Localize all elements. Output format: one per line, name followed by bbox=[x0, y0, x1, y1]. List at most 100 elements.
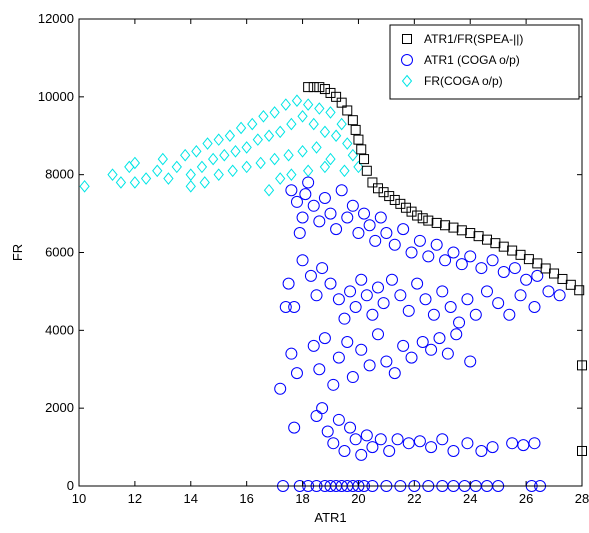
data-point-circle bbox=[335, 184, 348, 197]
data-point-circle bbox=[380, 355, 393, 368]
data-point-square bbox=[350, 124, 361, 135]
data-point-square bbox=[389, 194, 400, 205]
data-point-circle bbox=[413, 234, 426, 247]
data-point-square bbox=[549, 268, 560, 279]
data-point-diamond bbox=[342, 137, 353, 150]
data-point-diamond bbox=[319, 125, 331, 139]
data-point-circle bbox=[296, 211, 309, 224]
data-point-square bbox=[367, 177, 378, 188]
legend-marker-diamond bbox=[401, 74, 413, 88]
data-point-diamond bbox=[275, 125, 286, 139]
data-point-circle bbox=[355, 343, 368, 356]
legend-label: ATR1/FR(SPEA-||) bbox=[424, 32, 523, 46]
data-point-diamond bbox=[140, 172, 152, 185]
data-point-diamond bbox=[325, 106, 336, 119]
data-point-diamond bbox=[107, 168, 118, 181]
data-point-circle bbox=[288, 300, 301, 313]
data-point-circle bbox=[464, 355, 477, 368]
data-point-circle bbox=[316, 402, 329, 415]
legend-label: FR(COGA o/p) bbox=[424, 74, 503, 88]
data-point-diamond bbox=[213, 133, 224, 146]
data-point-diamond bbox=[325, 152, 336, 166]
data-point-circle bbox=[402, 437, 415, 450]
data-point-circle bbox=[327, 378, 340, 391]
data-point-diamond bbox=[283, 148, 294, 162]
data-point-diamond bbox=[330, 129, 342, 143]
data-point-square bbox=[359, 154, 370, 165]
data-point-square bbox=[342, 105, 353, 116]
data-point-circle bbox=[296, 254, 309, 267]
data-point-diamond bbox=[199, 176, 210, 189]
data-point-circle bbox=[290, 195, 303, 208]
data-point-circle bbox=[469, 308, 482, 321]
data-point-diamond bbox=[308, 117, 319, 131]
data-point-diamond bbox=[202, 137, 213, 150]
data-point-diamond bbox=[79, 180, 90, 193]
data-point-circle bbox=[310, 409, 323, 422]
data-point-circle bbox=[358, 207, 371, 220]
data-point-square bbox=[384, 191, 395, 202]
data-point-diamond bbox=[314, 102, 325, 115]
data-point-square bbox=[319, 84, 330, 95]
data-point-circle bbox=[285, 184, 298, 197]
data-point-circle bbox=[332, 293, 345, 306]
data-point-circle bbox=[402, 304, 415, 317]
data-point-circle bbox=[282, 277, 295, 290]
data-point-diamond bbox=[263, 129, 275, 143]
data-point-circle bbox=[352, 227, 365, 240]
data-point-circle bbox=[383, 444, 396, 457]
series-circle-group bbox=[274, 176, 566, 492]
data-point-circle bbox=[441, 347, 454, 360]
data-point-diamond bbox=[319, 160, 331, 174]
data-point-circle bbox=[369, 234, 382, 247]
data-point-diamond bbox=[269, 152, 280, 166]
data-point-circle bbox=[497, 265, 510, 278]
data-point-circle bbox=[372, 281, 385, 294]
data-point-circle bbox=[397, 339, 410, 352]
data-point-circle bbox=[444, 300, 457, 313]
data-point-circle bbox=[461, 293, 474, 306]
data-point-circle bbox=[528, 437, 541, 450]
x-tick-label: 22 bbox=[407, 491, 421, 506]
data-point-circle bbox=[346, 371, 359, 384]
data-point-circle bbox=[324, 277, 337, 290]
data-point-circle bbox=[475, 444, 488, 457]
x-tick-label: 12 bbox=[128, 491, 142, 506]
x-tick-label: 28 bbox=[575, 491, 589, 506]
data-point-square bbox=[347, 115, 358, 126]
data-point-circle bbox=[341, 211, 354, 224]
legend-label: ATR1 (COGA o/p) bbox=[424, 53, 520, 67]
data-point-circle bbox=[464, 250, 477, 263]
data-point-diamond bbox=[297, 110, 308, 123]
data-point-circle bbox=[332, 351, 345, 364]
data-point-circle bbox=[385, 273, 398, 286]
data-point-circle bbox=[553, 289, 566, 302]
data-point-circle bbox=[391, 433, 404, 446]
data-point-square bbox=[431, 217, 442, 228]
data-point-diamond bbox=[224, 129, 236, 143]
data-point-square bbox=[400, 202, 411, 213]
data-point-circle bbox=[344, 285, 357, 298]
data-point-square bbox=[473, 231, 484, 242]
data-point-diamond bbox=[302, 164, 314, 178]
y-tick-label: 4000 bbox=[45, 322, 74, 337]
data-point-circle bbox=[344, 421, 357, 434]
data-point-square bbox=[456, 225, 467, 236]
data-point-square bbox=[314, 82, 325, 93]
data-point-diamond bbox=[269, 106, 280, 119]
data-point-circle bbox=[397, 223, 410, 236]
data-point-circle bbox=[327, 437, 340, 450]
data-point-circle bbox=[436, 433, 449, 446]
data-point-circle bbox=[293, 227, 306, 240]
data-point-circle bbox=[307, 339, 320, 352]
data-point-circle bbox=[324, 207, 337, 220]
data-point-diamond bbox=[163, 172, 174, 185]
data-point-circle bbox=[302, 176, 315, 189]
data-point-circle bbox=[307, 199, 320, 212]
data-point-diamond bbox=[207, 152, 219, 166]
data-point-diamond bbox=[219, 148, 230, 162]
y-tick-label: 0 bbox=[67, 478, 74, 493]
data-point-square bbox=[361, 165, 372, 176]
legend-box bbox=[389, 24, 580, 100]
data-point-circle bbox=[304, 269, 317, 282]
